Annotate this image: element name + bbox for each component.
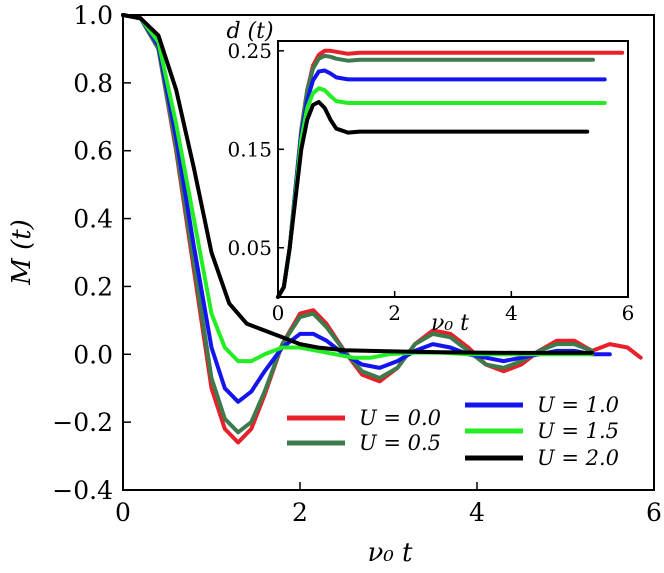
main-y-tick-label: 0.6: [73, 137, 113, 166]
inset-series-group: [276, 48, 625, 299]
legend: U = 0.0U = 0.5 U = 1.0U = 1.5 U = 2.0: [287, 393, 619, 470]
main-x-tick-label: 4: [469, 498, 485, 527]
main-x-tick-label: 6: [646, 498, 662, 527]
inset-y-ticks: 0.05 0.15 0.25: [227, 39, 284, 260]
legend-label-0: U = 0.0: [359, 406, 441, 430]
legend-label-1: U = 0.5: [359, 431, 441, 455]
main-x-ticks: 0 2 4 6: [115, 482, 662, 527]
inset-x-tick-label: 4: [505, 301, 518, 325]
main-x-tick-label: 0: [115, 498, 131, 527]
main-series-line-4: [121, 13, 594, 355]
inset-x-tick-label: 2: [388, 301, 401, 325]
legend-label-4: U = 2.0: [537, 446, 619, 470]
main-plot-frame: [122, 14, 655, 491]
inset-series-line-4: [276, 100, 590, 299]
main-y-tick-label: 0.8: [73, 69, 113, 98]
main-plot: 0 2 4 6 −0.4 −0.2 0.0 0.2 0.4 0.6 0.8 1.0 ν₀ t M (…: [7, 1, 662, 568]
main-x-tick-label: 2: [292, 498, 308, 527]
inset-x-axis-label: ν₀ t: [431, 311, 469, 336]
main-series-group: [121, 13, 643, 445]
legend-label-2: U = 1.0: [537, 393, 619, 417]
main-y-tick-label: −0.4: [52, 476, 113, 505]
inset-plot: 0 2 4 6 0.05 0.15 0.25 ν₀ t d (t): [226, 19, 634, 336]
inset-x-tick-label: 0: [272, 301, 285, 325]
inset-y-tick-label: 0.15: [227, 137, 272, 161]
inset-x-tick-label: 6: [622, 301, 635, 325]
inset-y-tick-label: 0.25: [227, 39, 272, 63]
main-y-tick-label: 0.2: [73, 272, 113, 301]
main-y-tick-label: 0.0: [73, 340, 113, 369]
main-y-tick-label: −0.2: [52, 408, 113, 437]
legend-label-3: U = 1.5: [537, 419, 619, 443]
main-y-tick-label: 1.0: [73, 1, 113, 30]
inset-y-axis-label: d (t): [226, 19, 273, 44]
main-series-line-0: [121, 13, 643, 445]
inset-background: [278, 41, 628, 297]
inset-y-tick-label: 0.05: [227, 236, 272, 260]
inset-plot-frame: [277, 40, 629, 298]
main-y-axis-label: M (t): [7, 219, 37, 286]
main-y-ticks: −0.4 −0.2 0.0 0.2 0.4 0.6 0.8 1.0: [52, 1, 131, 505]
main-y-tick-label: 0.4: [73, 205, 113, 234]
main-x-axis-label: ν₀ t: [368, 538, 413, 568]
